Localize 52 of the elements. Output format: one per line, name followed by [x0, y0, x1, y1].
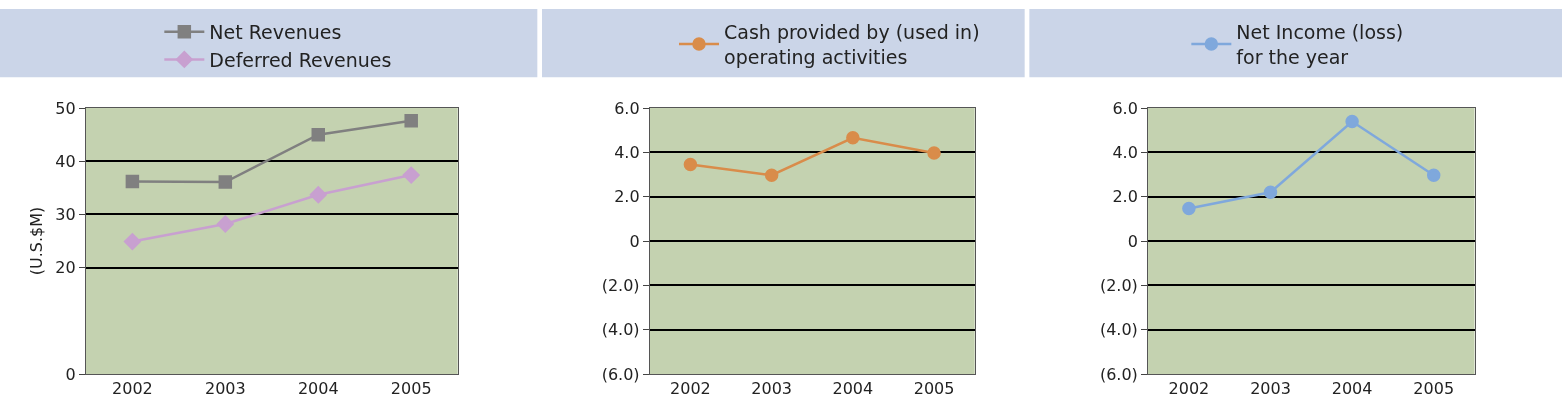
legend-label: Cash provided by (used in) operating activities: [724, 21, 980, 68]
x-tick-label: 2004: [832, 379, 874, 399]
point: [764, 168, 779, 182]
point: [216, 215, 234, 233]
x-tick-label: 2004: [1331, 379, 1373, 399]
x-tick-label: 2005: [1413, 379, 1455, 399]
point: [218, 175, 233, 189]
x-tick-label: 2005: [390, 379, 432, 399]
point: [1263, 185, 1278, 200]
point: [1345, 114, 1359, 129]
point: [125, 174, 140, 189]
point: [309, 186, 327, 204]
x-tick-label: 2003: [751, 379, 792, 399]
y-tick-label: 50: [55, 98, 76, 118]
legend-label: Deferred Revenues: [209, 48, 392, 71]
y-tick-label: (2.0): [601, 275, 640, 295]
y-tick-label: (6.0): [1099, 364, 1138, 384]
point: [311, 127, 326, 142]
y-tick-label: 6.0: [614, 98, 640, 118]
y-tick-label: 30: [55, 205, 76, 225]
y-tick-label: 20: [55, 258, 76, 278]
x-tick-label: 2002: [670, 379, 711, 399]
y-tick-label: 40: [55, 151, 76, 171]
y-tick-label: 0: [65, 364, 76, 384]
legend-label: Net Income (loss) for the year: [1236, 21, 1404, 68]
point: [402, 166, 420, 184]
point: [123, 233, 141, 250]
y-tick-label: 6.0: [1112, 98, 1138, 118]
point: [927, 146, 941, 160]
y-tick-label: 2.0: [614, 187, 640, 207]
y-tick-label: 4.0: [614, 142, 640, 162]
point: [1426, 168, 1441, 182]
y-axis-title: (U.S.$M): [27, 206, 47, 276]
y-tick-label: (2.0): [1099, 275, 1138, 295]
y-tick-label: (4.0): [1099, 320, 1138, 340]
y-tick-label: 4.0: [1112, 142, 1138, 162]
x-tick-label: 2002: [112, 379, 153, 399]
y-tick-label: 2.0: [1112, 187, 1138, 207]
y-tick-label: (6.0): [601, 364, 640, 384]
y-tick-label: (4.0): [601, 320, 640, 340]
point: [1182, 201, 1196, 216]
x-tick-label: 2003: [1250, 379, 1291, 399]
x-tick-label: 2005: [913, 379, 955, 399]
point: [404, 114, 418, 128]
point: [846, 131, 860, 145]
y-tick-label: 0: [1127, 231, 1138, 251]
legend-label: Net Revenues: [209, 21, 342, 44]
x-tick-label: 2003: [204, 379, 246, 399]
x-tick-label: 2004: [297, 379, 339, 399]
y-tick-label: 0: [629, 231, 640, 251]
x-tick-label: 2002: [1168, 379, 1210, 399]
point: [683, 157, 698, 172]
